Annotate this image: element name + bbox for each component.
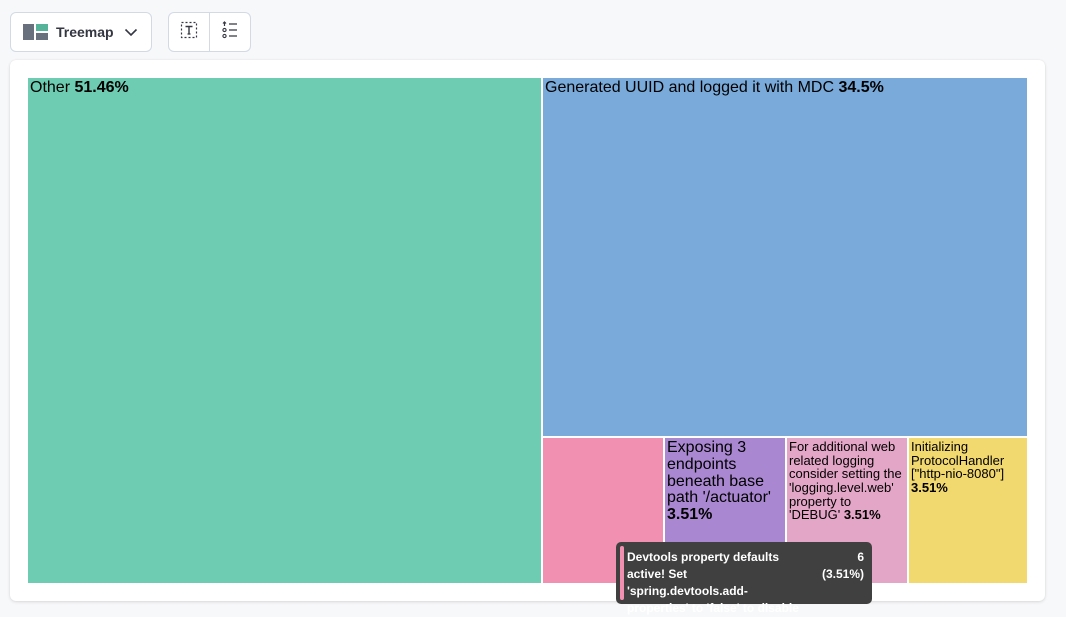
- treemap-cell[interactable]: Generated UUID and logged it with MDC 34…: [542, 77, 1028, 437]
- treemap-cell-label: For additional web related logging consi…: [789, 439, 902, 523]
- treemap-cell-percent: 51.46%: [74, 79, 129, 96]
- treemap-cell-text: Other 51.46%: [30, 79, 539, 97]
- treemap-cell-percent: 34.5%: [838, 79, 884, 96]
- treemap-cell-percent: 3.51%: [843, 507, 881, 523]
- treemap-cell-text: Initializing ProtocolHandler ["http-nio-…: [911, 440, 1025, 495]
- display-options-group: [168, 12, 251, 52]
- toolbar: Treemap: [10, 12, 251, 52]
- treemap-cell[interactable]: Initializing ProtocolHandler ["http-nio-…: [908, 437, 1028, 584]
- treemap-cell-text: Generated UUID and logged it with MDC 34…: [545, 79, 1025, 97]
- tooltip-count: 6: [857, 550, 864, 564]
- chevron-down-icon: [124, 25, 138, 39]
- treemap-cell-percent: 3.51%: [911, 479, 948, 495]
- treemap-icon: [23, 22, 48, 42]
- tooltip-color-swatch: [620, 546, 624, 600]
- treemap-cell-percent: 3.51%: [667, 506, 713, 524]
- list-icon: [221, 20, 239, 44]
- chart-type-button[interactable]: Treemap: [10, 12, 152, 52]
- treemap-cell-label: Generated UUID and logged it with MDC: [545, 79, 835, 96]
- tooltip-percent: (3.51%): [821, 567, 864, 581]
- treemap-cell-text: Exposing 3 endpoints beneath base path '…: [667, 439, 783, 524]
- chart-type-label: Treemap: [56, 24, 114, 40]
- treemap-cell-text: For additional web related logging consi…: [789, 440, 905, 522]
- chart-tooltip: Devtools property defaults active! Set '…: [616, 542, 872, 615]
- tooltip-label: Devtools property defaults active! Set '…: [627, 550, 799, 615]
- text-toggle-button[interactable]: [169, 13, 209, 51]
- treemap-cell-label: Exposing 3 endpoints beneath base path '…: [667, 439, 771, 507]
- treemap-cell[interactable]: Other 51.46%: [27, 77, 542, 584]
- treemap-cell-label: Other: [30, 79, 71, 96]
- legend-toggle-button[interactable]: [209, 13, 250, 51]
- tooltip-value: 6 (3.51%): [804, 549, 864, 583]
- text-icon: [180, 21, 198, 44]
- treemap-cell-label: Initializing ProtocolHandler ["http-nio-…: [911, 439, 1005, 482]
